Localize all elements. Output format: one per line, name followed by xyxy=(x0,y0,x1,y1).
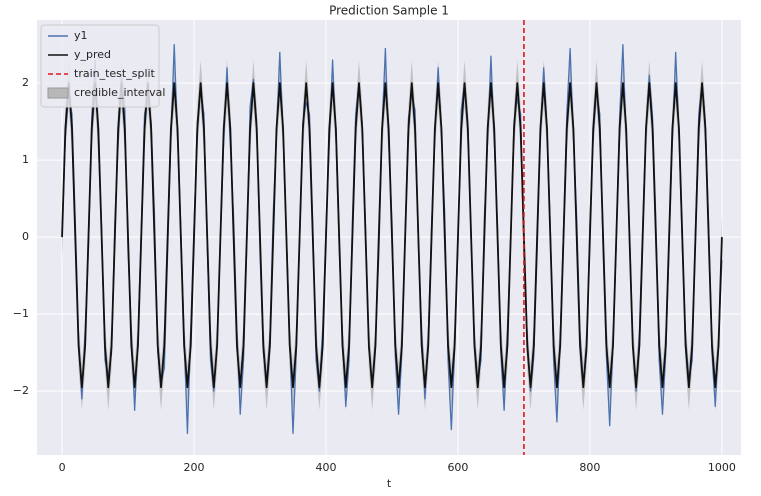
x-tick-label: 800 xyxy=(579,461,600,474)
y-tick-label: 2 xyxy=(22,76,29,89)
legend-label: y_pred xyxy=(74,48,111,61)
x-tick-label: 400 xyxy=(315,461,336,474)
legend-box xyxy=(40,24,160,108)
legend-label: train_test_split xyxy=(74,67,156,80)
y-tick-label: 0 xyxy=(22,230,29,243)
legend-label: credible_interval xyxy=(74,86,165,99)
y-tick-label: −1 xyxy=(13,307,29,320)
chart-title: Prediction Sample 1 xyxy=(329,4,449,18)
legend: y1 y_pred train_test_split credible_interva… xyxy=(40,24,165,108)
y-tick-label: 1 xyxy=(22,153,29,166)
x-tick-label: 600 xyxy=(447,461,468,474)
x-axis-label: t xyxy=(387,477,392,490)
series-line xyxy=(61,82,723,389)
x-tick-label: 1000 xyxy=(708,461,736,474)
legend-swatch xyxy=(47,87,69,99)
x-tick-label: 0 xyxy=(59,461,66,474)
legend-label: y1 xyxy=(74,29,88,42)
marks xyxy=(61,20,723,455)
y-tick-label: −2 xyxy=(13,384,29,397)
x-tick-label: 200 xyxy=(184,461,205,474)
